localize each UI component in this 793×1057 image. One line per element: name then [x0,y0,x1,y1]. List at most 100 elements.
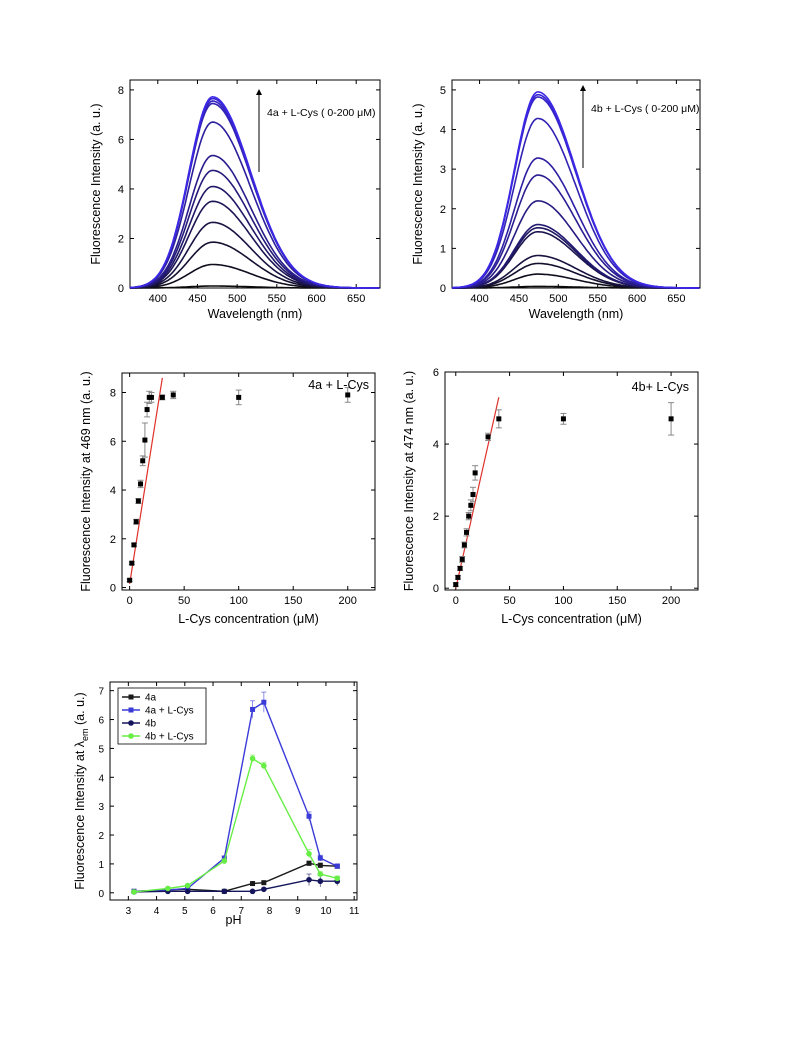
data-point [317,862,323,868]
data-point [131,542,137,548]
y-tick-label: 1 [98,860,104,871]
data-point [135,498,141,504]
y-tick-label: 1 [440,243,446,255]
x-tick-label: 500 [228,293,246,305]
y-axis-label: Fluorescence Intensity (a. u.) [89,103,103,264]
y-tick-label: 4 [118,184,124,196]
y-tick-label: 3 [98,802,104,813]
legend-entry: 4b + L-Cys [145,732,194,743]
y-tick-label: 0 [98,889,104,900]
y-tick-label: 2 [118,233,124,245]
chart-spectra-4b: 400 450 500 550 600 650 0 1 2 3 4 5 Wavelength (nm) F… [411,79,701,321]
data-point [455,574,461,580]
spectrum-curve [129,95,380,289]
data-point [165,885,171,892]
y-tick-label: 3 [440,164,446,176]
x-tick-label: 4 [154,906,160,917]
x-tick-label: 7 [238,906,244,917]
y-tick-label: 5 [98,744,104,755]
legend-swatch-marker [128,707,134,713]
x-axis-label: pH [226,913,242,927]
spectrum-curve [129,154,380,289]
x-tick-label: 650 [347,293,365,305]
legend-entry: 4a + L-Cys [145,706,194,717]
y-tick-label: 7 [98,687,104,698]
y-axis-label: Fluorescence Intensity at λem (a. u.) [73,692,90,889]
y-tick-label: 0 [440,283,446,295]
data-point [668,416,674,422]
x-tick-label: 100 [230,595,248,607]
plot-frame [451,79,701,289]
y-tick-label: 2 [433,511,439,523]
data-point [221,855,227,861]
y-axis-label: Fluorescence Intensity (a. u.) [411,103,425,264]
spectrum-curve [129,97,380,289]
x-tick-label: 6 [210,906,216,917]
data-point [140,458,146,464]
x-axis-label: Wavelength (nm) [529,307,624,321]
x-tick-label: 10 [320,906,332,917]
x-tick-label: 200 [339,595,357,607]
data-point [170,392,176,398]
x-tick-label: 450 [188,293,206,305]
x-tick-label: 150 [608,595,626,607]
data-point [453,582,459,588]
data-point [466,513,472,519]
data-point [306,860,312,866]
spectrum-curve [451,91,700,289]
y-tick-label: 4 [433,439,439,451]
x-tick-label: 0 [453,595,459,607]
y-tick-label: 0 [118,283,124,295]
y-tick-label: 5 [440,85,446,97]
arrow-head-icon [580,85,586,91]
data-point [306,851,312,857]
y-tick-label: 6 [433,367,439,379]
data-point [185,885,191,891]
y-tick-label: 2 [110,534,116,546]
x-tick-label: 50 [178,595,190,607]
series-line [133,862,338,893]
annotation-label: 4a + L-Cys ( 0-200 μM) [267,107,375,119]
spectrum-curve [452,254,700,289]
legend-label: 4a + L-Cys [308,378,369,392]
x-tick-label: 150 [284,595,302,607]
x-tick-label: 550 [588,293,606,305]
y-tick-label: 4 [110,485,116,497]
x-tick-label: 600 [628,293,646,305]
y-tick-label: 2 [440,204,446,216]
x-tick-label: 8 [267,906,273,917]
x-tick-label: 400 [470,293,488,305]
data-point [249,755,256,762]
data-point [468,502,474,508]
spectrum-curve [130,241,380,289]
data-point [345,392,351,398]
y-tick-label: 6 [110,436,116,448]
data-point [306,813,312,819]
data-point [261,762,267,769]
x-tick-label: 5 [182,906,188,917]
data-point [250,881,256,887]
x-tick-label: 400 [149,293,167,305]
legend-swatch-marker [128,694,134,700]
data-point [485,434,491,440]
data-point [334,863,340,869]
x-tick-label: 50 [503,595,515,607]
data-point [472,470,478,476]
data-point [131,889,137,895]
x-tick-label: 100 [554,595,572,607]
data-point [133,519,139,525]
y-tick-label: 6 [98,716,104,727]
x-axis-label: L-Cys concentration (μM) [178,612,319,626]
x-tick-label: 11 [349,906,360,917]
data-point [129,560,135,566]
data-point [461,542,467,548]
data-point [127,577,133,583]
data-point [317,878,324,885]
series-line [133,757,338,893]
annotation-label: 4b + L-Cys ( 0-200 μM) [591,103,699,115]
linear-fit-line [129,377,163,584]
y-tick-label: 0 [433,583,439,595]
legend-swatch-marker [128,720,134,726]
x-axis-label: Wavelength (nm) [208,307,303,321]
